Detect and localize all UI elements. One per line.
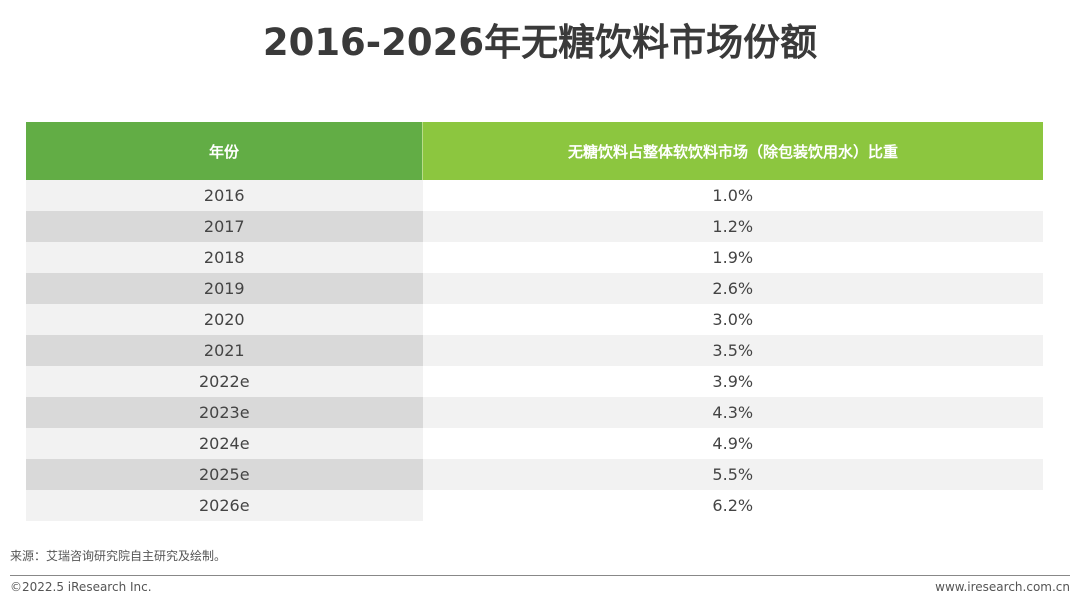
share-cell: 1.9% <box>422 242 1043 273</box>
year-cell: 2021 <box>26 335 423 366</box>
data-table: 年份 无糖饮料占整体软饮料市场（除包装饮用水）比重 2016 1.0% 2017 1.… <box>26 122 1043 521</box>
table-row: 2018 1.9% <box>26 242 1043 273</box>
header-year: 年份 <box>26 122 423 180</box>
share-cell: 3.0% <box>422 304 1043 335</box>
year-cell: 2023e <box>26 397 423 428</box>
table-row: 2019 2.6% <box>26 273 1043 304</box>
table-row: 2016 1.0% <box>26 180 1043 211</box>
table-row: 2023e 4.3% <box>26 397 1043 428</box>
year-cell: 2018 <box>26 242 423 273</box>
table-row: 2026e 6.2% <box>26 490 1043 521</box>
header-share: 无糖饮料占整体软饮料市场（除包装饮用水）比重 <box>422 122 1043 180</box>
share-cell: 4.9% <box>422 428 1043 459</box>
table-row: 2024e 4.9% <box>26 428 1043 459</box>
year-cell: 2016 <box>26 180 423 211</box>
share-cell: 3.9% <box>422 366 1043 397</box>
year-cell: 2026e <box>26 490 423 521</box>
table-row: 2021 3.5% <box>26 335 1043 366</box>
share-cell: 4.3% <box>422 397 1043 428</box>
table-row: 2020 3.0% <box>26 304 1043 335</box>
share-cell: 1.2% <box>422 211 1043 242</box>
table-header-row: 年份 无糖饮料占整体软饮料市场（除包装饮用水）比重 <box>26 122 1043 180</box>
year-cell: 2017 <box>26 211 423 242</box>
year-cell: 2024e <box>26 428 423 459</box>
share-cell: 1.0% <box>422 180 1043 211</box>
footer-divider <box>10 575 1070 576</box>
table-row: 2025e 5.5% <box>26 459 1043 490</box>
copyright: ©2022.5 iResearch Inc. <box>10 580 152 594</box>
year-cell: 2025e <box>26 459 423 490</box>
website-link[interactable]: www.iresearch.com.cn <box>935 580 1070 594</box>
table-row: 2022e 3.9% <box>26 366 1043 397</box>
table-row: 2017 1.2% <box>26 211 1043 242</box>
source-note: 来源：艾瑞咨询研究院自主研究及绘制。 <box>10 549 227 563</box>
share-cell: 2.6% <box>422 273 1043 304</box>
share-cell: 5.5% <box>422 459 1043 490</box>
year-cell: 2022e <box>26 366 423 397</box>
year-cell: 2020 <box>26 304 423 335</box>
share-cell: 3.5% <box>422 335 1043 366</box>
share-cell: 6.2% <box>422 490 1043 521</box>
year-cell: 2019 <box>26 273 423 304</box>
page-title: 2016-2026年无糖饮料市场份额 <box>262 21 818 64</box>
